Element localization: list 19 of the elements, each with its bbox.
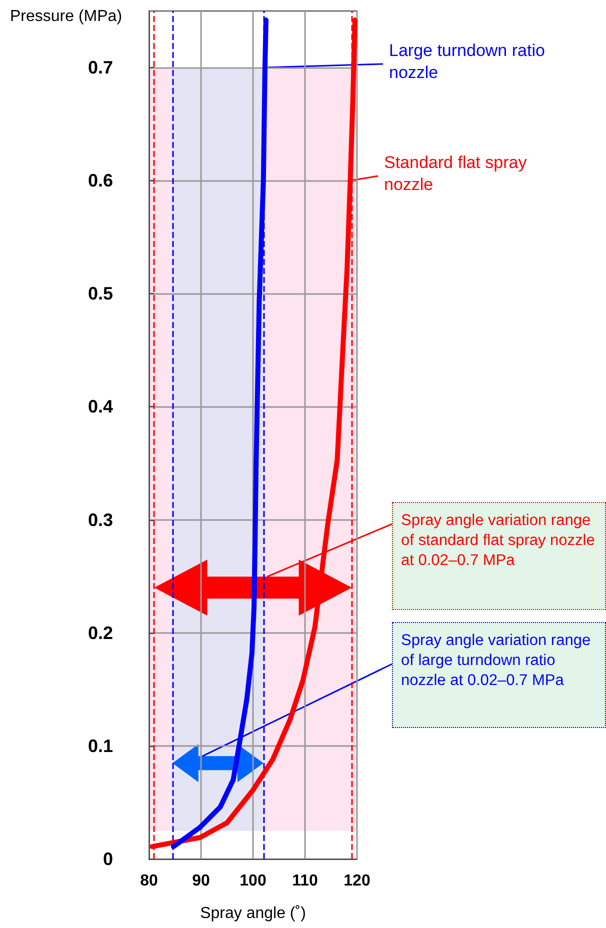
- y-tick-label: 0.2: [88, 622, 113, 643]
- y-axis-title: Pressure (MPa): [10, 7, 122, 27]
- legend-label: Standard flat spray nozzle: [384, 152, 528, 196]
- y-tick-label: 0.7: [88, 58, 113, 78]
- y-tick-label: 0.5: [88, 284, 113, 304]
- x-tick-label: 100: [240, 872, 266, 890]
- x-tick-label: 80: [140, 872, 158, 890]
- x-tick-label: 120: [344, 872, 370, 890]
- text: Large turndown ratio nozzle: [389, 40, 546, 84]
- text: Spray angle variation range of large turndown ratio nozzle at 0.02–0.7 MPa: [392, 622, 606, 728]
- x-axis-title: Spray angle (˚): [199, 904, 307, 924]
- x-tick-label: 110: [292, 872, 318, 890]
- y-tick-label: 0.6: [88, 170, 113, 191]
- y-tick-label: 0: [102, 849, 113, 869]
- y-tick-label: 0.4: [88, 396, 113, 417]
- x-tick-label: 90: [192, 872, 210, 890]
- y-tick-label: 0.1: [88, 736, 113, 756]
- text: Spray angle variation range of standard flat spray nozzle at 0.02–0.7 MPa: [392, 502, 606, 610]
- y-tick-label: 0.3: [88, 510, 113, 530]
